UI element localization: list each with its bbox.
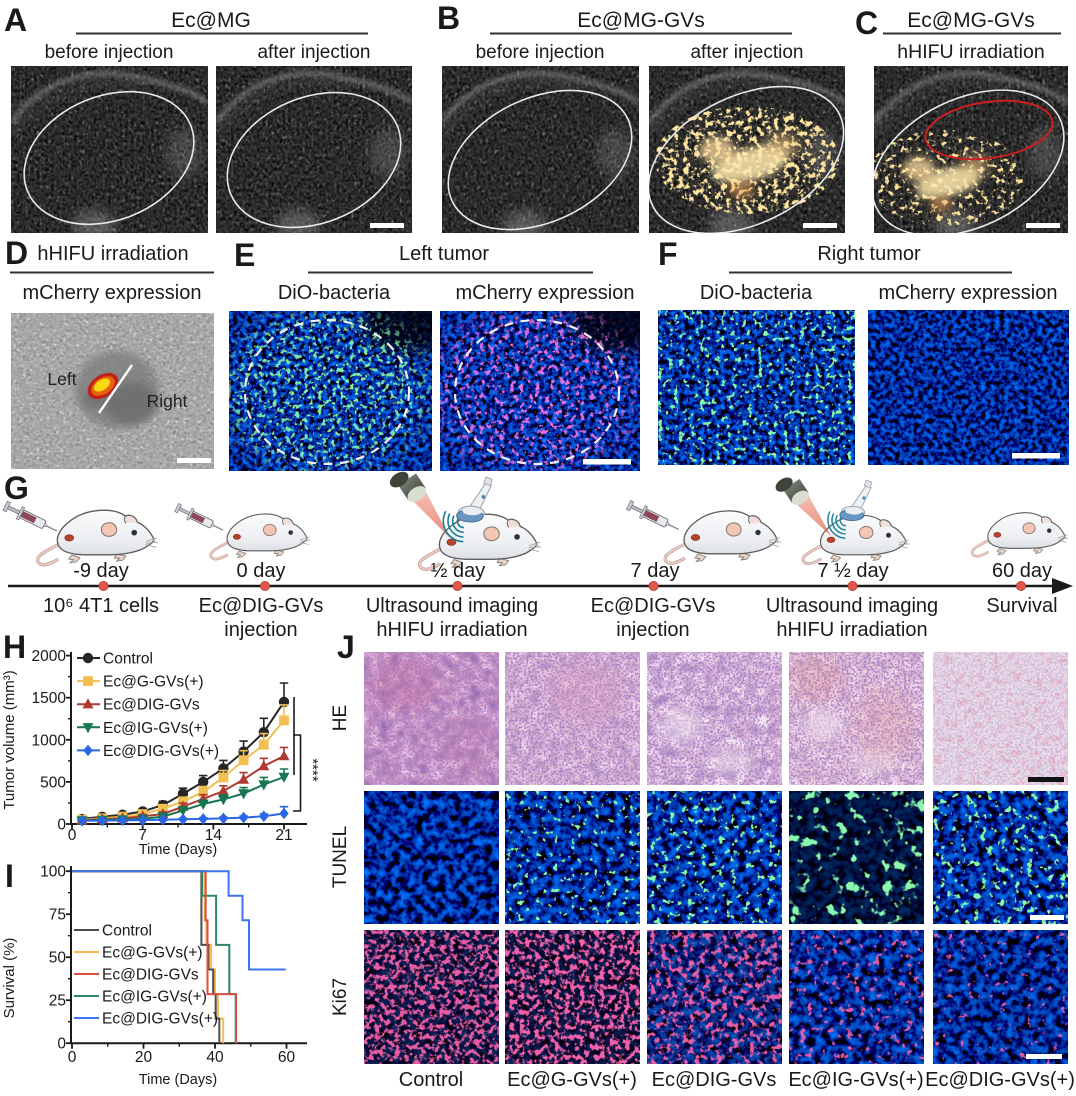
- svg-text:0: 0: [68, 827, 77, 844]
- svg-text:D: D: [5, 235, 28, 271]
- svg-text:Control: Control: [102, 923, 152, 940]
- svg-text:Ec@IG-GVs(+): Ec@IG-GVs(+): [103, 720, 208, 737]
- svg-text:G: G: [4, 470, 29, 506]
- svg-text:0: 0: [68, 1049, 77, 1066]
- svg-text:500: 500: [40, 774, 66, 791]
- svg-text:Control: Control: [103, 651, 153, 668]
- svg-text:hHIFU irradiation: hHIFU irradiation: [37, 243, 188, 265]
- svg-text:before injection: before injection: [45, 42, 174, 63]
- svg-text:Ultrasound imaging: Ultrasound imaging: [766, 595, 938, 617]
- svg-text:Ultrasound imaging: Ultrasound imaging: [366, 595, 538, 617]
- svg-text:25: 25: [49, 993, 66, 1010]
- svg-text:hHIFU irradiation: hHIFU irradiation: [776, 619, 927, 641]
- svg-text:Ec@DIG-GVs: Ec@DIG-GVs: [591, 595, 716, 617]
- svg-text:½ day: ½ day: [431, 560, 485, 582]
- svg-text:0: 0: [57, 817, 66, 834]
- svg-text:50: 50: [49, 950, 67, 967]
- svg-text:Survival (%): Survival (%): [1, 938, 18, 1019]
- svg-text:Survival: Survival: [986, 595, 1057, 617]
- svg-text:Right tumor: Right tumor: [817, 243, 921, 265]
- svg-text:Ec@DIG-GVs: Ec@DIG-GVs: [652, 1069, 777, 1091]
- svg-text:100: 100: [40, 864, 66, 881]
- svg-text:F: F: [658, 236, 678, 272]
- svg-text:40: 40: [206, 1049, 224, 1066]
- svg-text:Control: Control: [399, 1069, 463, 1091]
- svg-text:Ec@DIG-GVs: Ec@DIG-GVs: [102, 967, 199, 984]
- svg-text:DiO-bacteria: DiO-bacteria: [278, 282, 391, 304]
- svg-text:Ec@MG-GVs: Ec@MG-GVs: [577, 9, 705, 32]
- svg-text:0 day: 0 day: [237, 560, 286, 582]
- svg-text:7: 7: [138, 827, 147, 844]
- svg-text:hHIFU irradiation: hHIFU irradiation: [376, 619, 527, 641]
- svg-text:Tumor volume (mm³): Tumor volume (mm³): [1, 670, 18, 809]
- svg-text:mCherry expression: mCherry expression: [456, 282, 635, 304]
- svg-text:Time (Days): Time (Days): [139, 1072, 217, 1088]
- svg-text:mCherry expression: mCherry expression: [23, 282, 202, 304]
- svg-text:14: 14: [205, 827, 223, 844]
- svg-text:75: 75: [49, 907, 66, 924]
- svg-text:1000: 1000: [32, 732, 67, 749]
- svg-text:TUNEL: TUNEL: [330, 826, 351, 888]
- svg-text:before injection: before injection: [476, 42, 605, 63]
- svg-text:Ec@G-GVs(+): Ec@G-GVs(+): [102, 945, 203, 962]
- svg-text:B: B: [437, 0, 460, 36]
- svg-text:after injection: after injection: [257, 42, 370, 63]
- svg-text:Ec@MG-GVs: Ec@MG-GVs: [907, 9, 1035, 32]
- svg-text:Left: Left: [47, 369, 76, 389]
- svg-text:injection: injection: [224, 619, 297, 641]
- svg-text:after injection: after injection: [690, 42, 803, 63]
- svg-text:J: J: [337, 629, 355, 665]
- svg-text:Ec@MG: Ec@MG: [171, 9, 251, 32]
- svg-text:1500: 1500: [32, 690, 67, 707]
- svg-text:Ec@DIG-GVs(+): Ec@DIG-GVs(+): [925, 1069, 1075, 1091]
- svg-text:7 ½ day: 7 ½ day: [817, 560, 888, 582]
- svg-text:Left tumor: Left tumor: [399, 243, 489, 265]
- svg-text:H: H: [3, 629, 26, 665]
- svg-text:****: ****: [304, 758, 321, 782]
- svg-text:Ec@DIG-GVs: Ec@DIG-GVs: [103, 697, 200, 714]
- svg-text:0: 0: [57, 1036, 66, 1053]
- svg-text:7 day: 7 day: [631, 560, 680, 582]
- svg-text:C: C: [855, 5, 878, 41]
- svg-text:60: 60: [278, 1049, 296, 1066]
- svg-text:Ki67: Ki67: [330, 978, 351, 1016]
- svg-text:hHIFU irradiation: hHIFU irradiation: [897, 41, 1044, 63]
- svg-text:I: I: [5, 858, 14, 894]
- svg-text:20: 20: [135, 1049, 153, 1066]
- svg-text:Ec@DIG-GVs(+): Ec@DIG-GVs(+): [103, 743, 219, 760]
- svg-text:injection: injection: [616, 619, 689, 641]
- svg-text:60 day: 60 day: [992, 560, 1052, 582]
- svg-text:A: A: [4, 2, 27, 38]
- svg-text:Ec@DIG-GVs(+): Ec@DIG-GVs(+): [102, 1011, 218, 1028]
- svg-text:mCherry expression: mCherry expression: [879, 282, 1058, 304]
- svg-text:Ec@IG-GVs(+): Ec@IG-GVs(+): [788, 1069, 923, 1091]
- svg-text:E: E: [234, 237, 255, 273]
- svg-text:2000: 2000: [32, 648, 67, 665]
- svg-text:Ec@G-GVs(+): Ec@G-GVs(+): [507, 1069, 637, 1091]
- svg-text:-9 day: -9 day: [73, 560, 129, 582]
- svg-text:DiO-bacteria: DiO-bacteria: [700, 282, 813, 304]
- svg-text:10⁶ 4T1 cells: 10⁶ 4T1 cells: [43, 595, 159, 617]
- svg-text:Ec@IG-GVs(+): Ec@IG-GVs(+): [102, 989, 207, 1006]
- svg-text:Ec@G-GVs(+): Ec@G-GVs(+): [103, 674, 204, 691]
- svg-text:HE: HE: [330, 705, 351, 731]
- svg-text:Time (Days): Time (Days): [139, 842, 217, 858]
- svg-text:Ec@DIG-GVs: Ec@DIG-GVs: [199, 595, 324, 617]
- svg-text:21: 21: [275, 827, 292, 844]
- svg-text:Right: Right: [147, 391, 188, 411]
